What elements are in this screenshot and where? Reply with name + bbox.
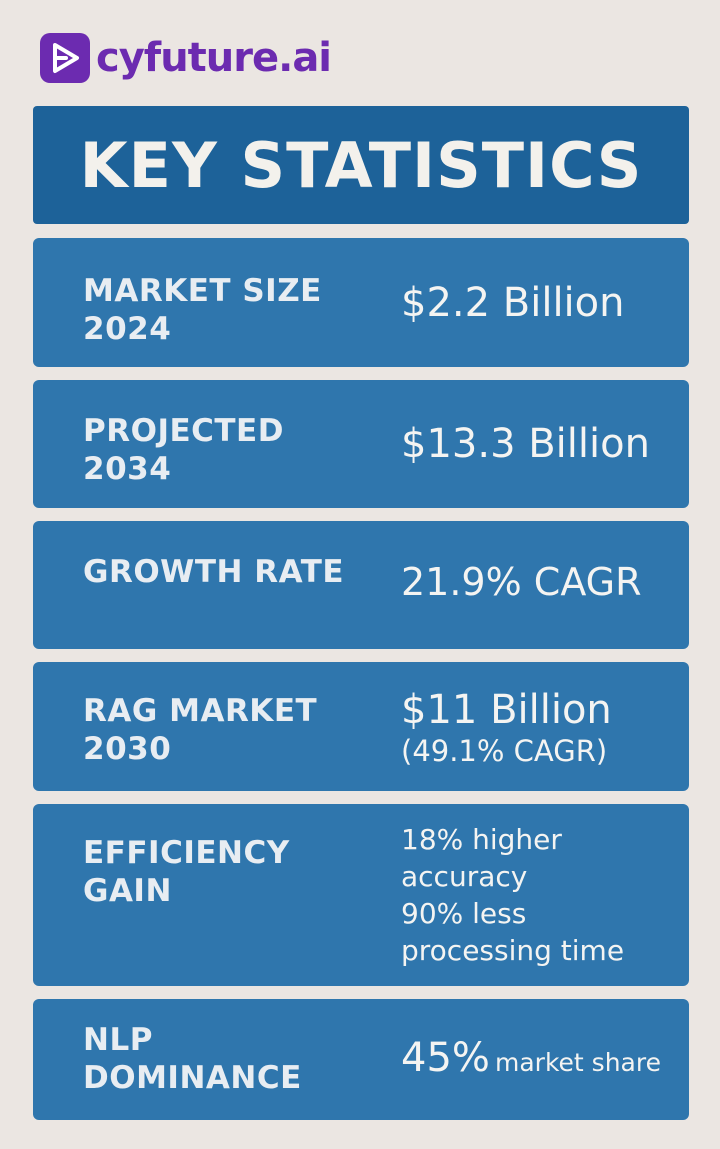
stat-value-line: accuracy bbox=[401, 860, 528, 893]
stat-value: $11 Billion (49.1% CAGR) bbox=[401, 687, 686, 769]
stat-card-market-size: MARKET SIZE 2024 $2.2 Billion bbox=[33, 238, 689, 367]
stat-value: 21.9% CAGR bbox=[401, 560, 642, 604]
stat-label: PROJECTED 2034 bbox=[83, 412, 373, 488]
stat-label-line: DOMINANCE bbox=[83, 1060, 302, 1096]
stat-label: NLP DOMINANCE bbox=[83, 1021, 373, 1097]
stat-value-caption: market share bbox=[495, 1048, 661, 1077]
stat-value: $2.2 Billion bbox=[401, 280, 625, 326]
stat-value-percent: 45% bbox=[401, 1035, 490, 1081]
stat-card-nlp-dominance: NLP DOMINANCE 45% market share bbox=[33, 999, 689, 1120]
stat-label-line: GAIN bbox=[83, 873, 172, 909]
stat-label-line: 2034 bbox=[83, 451, 172, 487]
stat-label: EFFICIENCY GAIN bbox=[83, 834, 373, 910]
stat-value-sub: (49.1% CAGR) bbox=[401, 734, 608, 768]
stat-card-projected: PROJECTED 2034 $13.3 Billion bbox=[33, 380, 689, 508]
stat-label: GROWTH RATE bbox=[83, 553, 373, 591]
stat-value-main: $11 Billion bbox=[401, 687, 612, 733]
stat-value: 18% higher accuracy 90% less processing … bbox=[401, 821, 686, 969]
stat-value-line: processing time bbox=[401, 934, 625, 967]
brand-logo[interactable]: cyfuture.ai bbox=[40, 32, 332, 84]
title-banner: KEY STATISTICS bbox=[33, 106, 689, 224]
stat-value-line: 90% less bbox=[401, 897, 527, 930]
stat-label: RAG MARKET 2030 bbox=[83, 692, 373, 768]
play-arrow-icon bbox=[40, 33, 90, 83]
stat-value: 45% market share bbox=[401, 1035, 686, 1081]
stat-value: $13.3 Billion bbox=[401, 421, 650, 467]
stat-label-line: GROWTH RATE bbox=[83, 554, 345, 590]
stat-card-rag-market: RAG MARKET 2030 $11 Billion (49.1% CAGR) bbox=[33, 662, 689, 791]
stat-card-efficiency-gain: EFFICIENCY GAIN 18% higher accuracy 90% … bbox=[33, 804, 689, 986]
brand-name: cyfuture.ai bbox=[96, 35, 332, 81]
header: cyfuture.ai bbox=[0, 0, 720, 100]
stat-label-line: MARKET SIZE bbox=[83, 273, 322, 309]
stat-label-line: NLP bbox=[83, 1022, 153, 1058]
stat-label-line: PROJECTED bbox=[83, 413, 284, 449]
stat-value-line: 18% higher bbox=[401, 823, 562, 856]
stat-label-line: RAG MARKET bbox=[83, 693, 318, 729]
stat-label-line: 2024 bbox=[83, 311, 172, 347]
page-title: KEY STATISTICS bbox=[79, 128, 643, 202]
stat-label-line: EFFICIENCY bbox=[83, 835, 290, 871]
stat-label-line: 2030 bbox=[83, 731, 172, 767]
stat-label: MARKET SIZE 2024 bbox=[83, 272, 373, 348]
stat-card-growth-rate: GROWTH RATE 21.9% CAGR bbox=[33, 521, 689, 649]
